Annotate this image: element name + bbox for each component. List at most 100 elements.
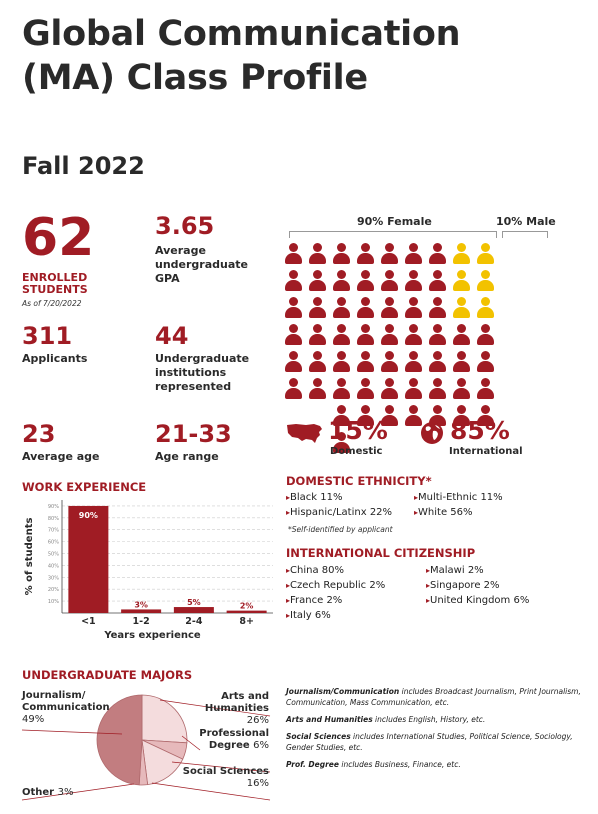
citizenship-item: United Kingdom 6%	[426, 593, 529, 608]
male-label: 10% Male	[496, 215, 556, 228]
female-person-icon	[476, 351, 494, 373]
pie-slice-social	[141, 739, 184, 786]
female-person-icon	[356, 324, 374, 346]
female-person-icon	[404, 351, 422, 373]
arts-pct: 26%	[246, 715, 269, 726]
applicants-value: 311	[22, 322, 73, 350]
female-person-icon	[404, 324, 422, 346]
international-value: 85%	[450, 416, 510, 445]
female-person-icon	[308, 351, 326, 373]
citizenship-col-1: China 80% Czech Republic 2% France 2% It…	[286, 563, 385, 623]
female-person-icon	[308, 270, 326, 292]
female-person-icon	[428, 351, 446, 373]
institutions-label-line-2: institutions	[155, 366, 227, 379]
female-person-icon	[332, 432, 350, 454]
female-person-icon	[284, 351, 302, 373]
female-person-icon	[356, 378, 374, 400]
x-tick-label: <1	[81, 616, 96, 627]
female-person-icon	[332, 351, 350, 373]
y-tick-label: 10%	[48, 599, 59, 605]
female-person-icon	[380, 405, 398, 427]
journalism-label-line-2: Communication	[22, 702, 110, 713]
female-person-icon	[452, 405, 470, 427]
y-tick-label: 40%	[48, 563, 59, 569]
female-person-icon	[380, 351, 398, 373]
professional-label-line-1: Professional	[199, 728, 269, 739]
international-label: International	[449, 446, 523, 457]
journalism-label: Journalism/ Communication 49%	[22, 690, 110, 726]
bar	[68, 505, 109, 613]
majors-pie-chart	[21, 694, 271, 801]
citizenship-item: France 2%	[286, 593, 385, 608]
female-person-icon	[356, 351, 374, 373]
female-person-icon	[356, 297, 374, 319]
globe-icon	[421, 422, 443, 444]
female-person-icon	[476, 324, 494, 346]
journalism-pct: 49%	[22, 714, 45, 725]
term-label: Fall 2022	[22, 152, 145, 180]
female-person-icon	[332, 324, 350, 346]
majors-note-4: Prof. Degree includes Business, Finance,…	[286, 759, 584, 770]
other-label: Other 3%	[22, 787, 73, 798]
female-person-icon	[428, 297, 446, 319]
note-title: Prof. Degree	[286, 760, 339, 769]
female-person-icon	[404, 297, 422, 319]
majors-note-1: Journalism/Communication includes Broadc…	[286, 686, 584, 708]
professional-label-line-2: Degree	[208, 740, 250, 751]
note-text: includes Business, Finance, etc.	[338, 760, 461, 769]
work-experience-chart: 10% 20% 30% 40% 50% 60% 70% 80% 90% 90% <1 3% 1-2 5% 2…	[24, 500, 273, 641]
female-person-icon	[308, 324, 326, 346]
professional-label: Professional Degree 6%	[180, 728, 269, 752]
female-label: 90% Female	[357, 215, 432, 228]
majors-note-3: Social Sciences includes International S…	[286, 731, 584, 753]
ethnicity-item: Hispanic/Latinx 22%	[286, 505, 392, 520]
institutions-label-line-3: represented	[155, 380, 232, 393]
citizenship-item: Singapore 2%	[426, 578, 529, 593]
female-person-icon	[428, 378, 446, 400]
average-age-label: Average age	[22, 450, 100, 463]
y-tick-label: 50%	[48, 552, 59, 558]
note-text: includes Broadcast Journalism, Print Jou…	[286, 687, 581, 707]
enrolled-note: As of 7/20/2022	[22, 299, 82, 308]
female-person-icon	[284, 243, 302, 265]
applicants-label: Applicants	[22, 352, 88, 365]
bar	[121, 609, 162, 613]
gpa-label-line-3: GPA	[155, 272, 180, 285]
ethnicity-col-2: Multi-Ethnic 11% White 56%	[414, 490, 503, 520]
female-person-icon	[380, 243, 398, 265]
pie-slice-journalism	[96, 694, 143, 786]
ethnicity-footnote: *Self-identified by applicant	[288, 525, 393, 534]
female-person-icon	[452, 324, 470, 346]
female-person-icon	[284, 270, 302, 292]
bar-data-label: 2%	[240, 602, 254, 611]
bar-data-label: 90%	[79, 511, 98, 520]
majors-note-2: Arts and Humanities includes English, Hi…	[286, 714, 584, 725]
female-person-icon	[356, 405, 374, 427]
note-title: Social Sciences	[286, 732, 351, 741]
enrolled-value: 62	[22, 208, 95, 268]
female-person-icon	[428, 324, 446, 346]
social-label-line-1: Social Sciences	[182, 766, 269, 777]
bar	[173, 607, 214, 613]
other-label-text: Other	[22, 787, 55, 798]
citizenship-item: Italy 6%	[286, 608, 385, 623]
note-title: Journalism/Communication	[286, 687, 400, 696]
male-bracket	[502, 231, 548, 238]
social-pct: 16%	[246, 778, 269, 789]
majors-notes: Journalism/Communication includes Broadc…	[286, 686, 584, 770]
male-person-icon	[476, 243, 494, 265]
x-tick-label: 2-4	[185, 616, 203, 627]
age-range-label: Age range	[155, 450, 219, 463]
gender-pictogram	[284, 243, 554, 453]
female-bracket	[289, 231, 497, 238]
arts-label: Arts and Humanities 26%	[180, 691, 269, 727]
domestic-value: 15%	[328, 416, 388, 445]
bar-data-label: 5%	[187, 598, 201, 607]
pie-slice-arts	[141, 694, 188, 744]
female-person-icon	[284, 378, 302, 400]
y-tick-label: 90%	[48, 504, 59, 510]
female-person-icon	[452, 351, 470, 373]
leader-line	[21, 783, 135, 801]
gpa-value: 3.65	[155, 212, 215, 240]
female-person-icon	[332, 297, 350, 319]
